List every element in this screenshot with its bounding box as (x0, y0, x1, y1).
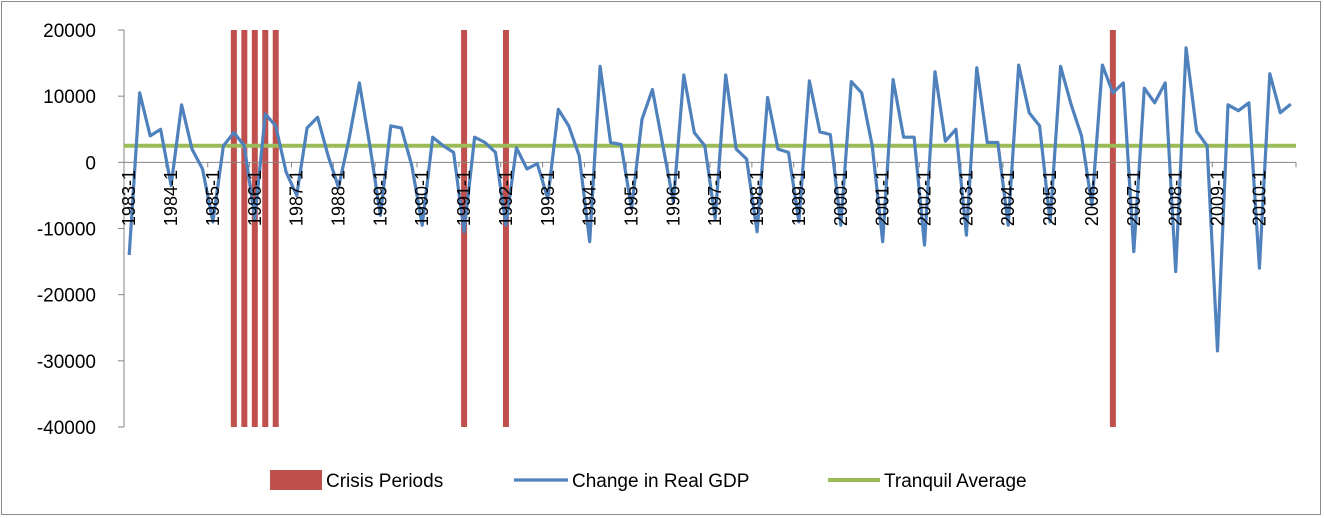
x-tick-label: 1998-1 (747, 170, 767, 226)
x-tick-label: 1985-1 (203, 170, 223, 226)
x-tick-label: 1993-1 (538, 170, 558, 226)
crisis-bar (241, 30, 248, 427)
y-tick-label: -30000 (37, 352, 96, 373)
x-tick-label: 2009-1 (1208, 170, 1228, 226)
x-tick-label: 1988-1 (329, 170, 349, 226)
x-tick-label: 1987-1 (287, 170, 307, 226)
legend-label-average: Tranquil Average (884, 471, 1027, 492)
x-tick-label: 1990-1 (412, 170, 432, 226)
gdp-line (127, 46, 1292, 353)
legend-swatch-crisis (270, 470, 322, 490)
crisis-bar (262, 30, 269, 427)
crisis-bar (251, 30, 258, 427)
y-tick-label: -20000 (37, 286, 96, 307)
x-tick-label: 1983-1 (119, 170, 139, 226)
x-tick-label: 2003-1 (956, 170, 976, 226)
crisis-bar (272, 30, 279, 427)
crisis-bar (1109, 30, 1116, 427)
gdp-series (127, 46, 1292, 353)
x-tick-label: 2005-1 (1040, 170, 1060, 226)
x-tick-label: 1999-1 (789, 170, 809, 226)
y-tick-label: -40000 (37, 418, 96, 439)
x-tick-label: 1986-1 (245, 170, 265, 226)
x-tick-label: 2010-1 (1249, 170, 1269, 226)
legend-label-gdp: Change in Real GDP (572, 471, 749, 492)
x-tick-label: 1984-1 (161, 170, 181, 226)
x-tick-label: 1997-1 (705, 170, 725, 226)
crisis-bars (230, 30, 1116, 427)
x-tick-label: 2000-1 (831, 170, 851, 226)
x-tick-label: 2006-1 (1082, 170, 1102, 226)
x-tick-label: 1991-1 (454, 170, 474, 226)
legend-label-crisis: Crisis Periods (326, 471, 443, 492)
legend: Crisis Periods Change in Real GDP Tranquil… (270, 470, 1027, 492)
x-tick-label: 2007-1 (1124, 170, 1144, 226)
x-tick-label: 1996-1 (663, 170, 683, 226)
x-tick-label: 2004-1 (998, 170, 1018, 226)
y-tick-label: 0 (85, 153, 96, 174)
y-tick-label: -10000 (37, 220, 96, 241)
x-tick-label: 1995-1 (622, 170, 642, 226)
y-tick-label: 10000 (43, 87, 96, 108)
x-tick-label: 1994-1 (580, 170, 600, 226)
crisis-bar (230, 30, 237, 427)
x-tick-label: 1992-1 (496, 170, 516, 226)
y-axis: 20000 10000 0 -10000 -20000 -30000 -40000 (37, 21, 125, 439)
x-tick-label: 2001-1 (873, 170, 893, 226)
crisis-bar (502, 30, 509, 427)
x-tick-label: 2008-1 (1166, 170, 1186, 226)
x-tick-label: 1989-1 (370, 170, 390, 226)
y-tick-label: 20000 (43, 21, 96, 42)
x-tick-label: 2002-1 (915, 170, 935, 226)
x-axis-labels: 1983-1 1984-1 1985-1 1986-1 1987-1 1988-1 1989… (119, 170, 1269, 226)
